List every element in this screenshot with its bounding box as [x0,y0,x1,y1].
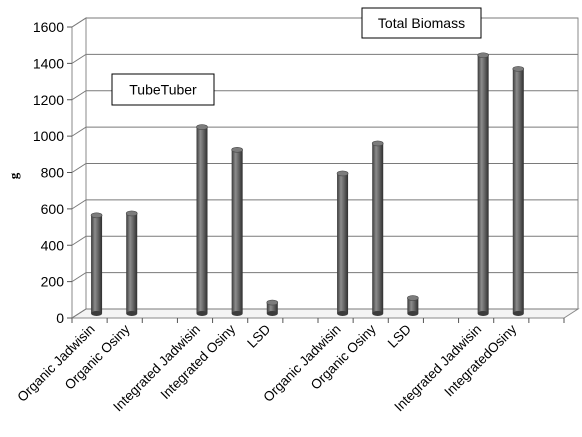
bar-body [337,173,349,314]
annotation-total-biomass: Total Biomass [361,7,482,39]
bar-top [371,140,384,147]
bar-body [477,55,489,314]
bar-top [336,170,349,177]
bar-top [266,299,279,306]
gridline [71,199,578,210]
bar-top [125,210,138,217]
bar [266,299,279,316]
bar-base [477,311,489,316]
bar-base [196,311,208,316]
bar-body [266,302,278,314]
y-tick-label: 0 [56,310,64,326]
bar-body [91,215,103,314]
bar [196,124,208,316]
annotation-box [361,7,482,39]
bar-base [372,311,384,316]
bar [512,66,525,316]
gridline [71,53,578,64]
y-tick-label: 600 [41,201,65,217]
gridline [71,163,578,173]
bar [477,52,489,316]
bar [125,210,138,316]
x-tick-label: LSD [244,321,273,350]
gridline [71,90,578,101]
bar-body [126,213,138,314]
bar-body [231,149,243,314]
y-tick-label: 800 [41,165,65,181]
annotation-box [111,73,215,106]
bar-body [512,68,524,314]
y-tick-label: 1000 [33,128,64,144]
y-tick-label: 1400 [33,55,64,71]
bar-top [407,295,419,301]
bar-base [91,311,103,316]
y-tick-label: 400 [41,237,65,253]
bar-base [126,311,138,316]
bar-body [372,143,384,314]
bar-body [196,127,208,314]
bar [231,147,243,316]
gridlines [71,17,578,319]
gridline [71,126,578,137]
bar-base [337,311,349,316]
gridline [71,235,578,246]
y-axis-label: g [6,172,21,179]
bar-base [512,311,524,316]
bar-base [407,311,419,316]
bar [336,170,349,316]
y-tick-label: 1600 [33,19,64,35]
bar-top [196,124,208,130]
y-tick-label: 200 [41,274,65,290]
bars [90,52,525,316]
x-tick-label: LSD [385,321,414,350]
bar-base [266,311,278,316]
bar-top [231,147,243,153]
bar-top [90,212,103,219]
bar [90,212,103,316]
annotation-text: TubeTuber [129,82,197,98]
bar-body [407,298,419,314]
floor [70,308,580,319]
bar-top [477,52,489,59]
y-axis-ticks: 0 200 400 600 800 1000 1200 1400 1600 [33,19,72,326]
annotation-tubetuber: TubeTuber [111,73,215,106]
bar-top [512,66,525,72]
bar-base [231,311,243,316]
annotation-text: Total Biomass [378,15,465,31]
bar [407,295,419,316]
y-tick-label: 1200 [33,92,64,108]
gridline [71,272,578,283]
bar [371,140,384,316]
